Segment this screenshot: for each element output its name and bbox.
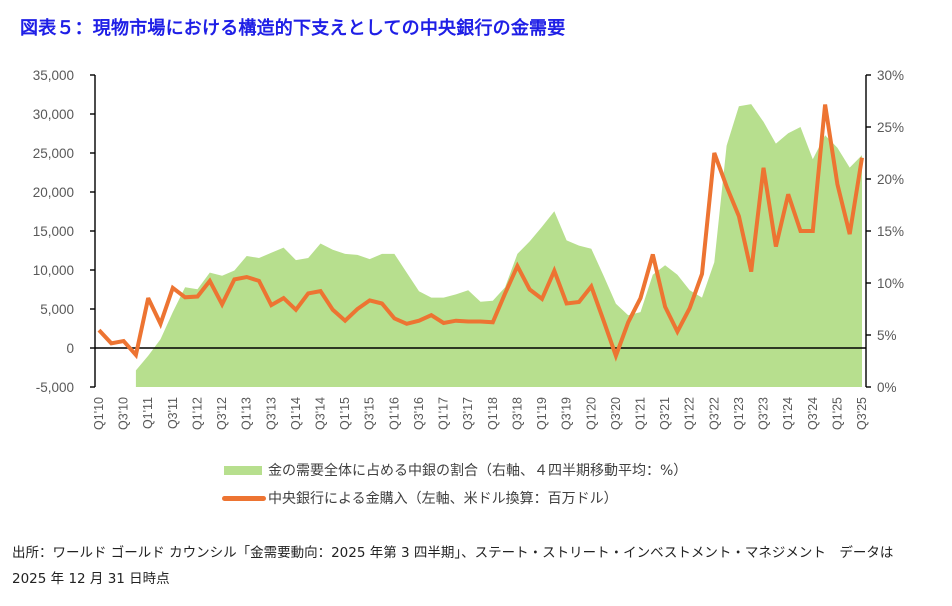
x-tick-label: Q1'10 bbox=[92, 397, 106, 430]
x-tick-label: Q3'17 bbox=[461, 397, 475, 430]
line-series-path bbox=[97, 104, 864, 362]
left-tick-label: 20,000 bbox=[33, 185, 74, 200]
x-tick-label: Q1'25 bbox=[830, 397, 844, 430]
x-tick-label: Q3'13 bbox=[264, 397, 278, 430]
area-series-fill bbox=[135, 104, 862, 387]
source-note: 出所：ワールド ゴールド カウンシル「金需要動向：2025 年第 3 四半期」、… bbox=[12, 540, 893, 592]
right-tick-label: 0% bbox=[877, 380, 897, 395]
right-tick-label: 10% bbox=[877, 276, 904, 291]
chart-title: 図表５：現物市場における構造的下支えとしての中央銀行の金需要 bbox=[20, 18, 566, 39]
left-y-axis: -5,000 0 5,000 10,000 15,000 20,000 25,000 30,0… bbox=[33, 68, 96, 395]
left-tick-label: 30,000 bbox=[33, 107, 74, 122]
left-tick-label: 35,000 bbox=[33, 68, 74, 83]
x-tick-label: Q3'23 bbox=[757, 397, 771, 430]
x-tick-label: Q3'11 bbox=[166, 397, 180, 429]
right-tick-label: 15% bbox=[877, 224, 904, 239]
x-tick-label: Q1'20 bbox=[584, 397, 598, 430]
x-tick-label: Q1'15 bbox=[338, 397, 352, 430]
legend-swatch-line bbox=[222, 495, 266, 501]
left-tick-label: 15,000 bbox=[33, 224, 74, 239]
x-tick-label: Q3'22 bbox=[707, 397, 721, 430]
x-tick-label: Q3'15 bbox=[363, 397, 377, 430]
x-tick-label: Q1'16 bbox=[387, 397, 401, 430]
right-tick-label: 30% bbox=[877, 68, 904, 83]
x-tick-label: Q1'11 bbox=[141, 397, 155, 429]
left-tick-label: 5,000 bbox=[40, 302, 74, 317]
right-tick-label: 25% bbox=[877, 120, 904, 135]
x-tick-label: Q3'21 bbox=[658, 397, 672, 430]
x-tick-label: Q1'12 bbox=[190, 397, 204, 430]
x-tick-label: Q3'14 bbox=[314, 397, 328, 430]
x-tick-label: Q3'24 bbox=[806, 397, 820, 430]
left-tick-label: 10,000 bbox=[33, 263, 74, 278]
area-series-layer bbox=[135, 104, 862, 387]
source-line-2: 2025 年 12 月 31 日時点 bbox=[12, 571, 170, 587]
legend: 金の需要全体に占める中銀の割合（右軸、４四半期移動平均：%） 中央銀行による金購… bbox=[222, 456, 687, 512]
source-line-1: 出所：ワールド ゴールド カウンシル「金需要動向：2025 年第 3 四半期」、… bbox=[12, 545, 894, 561]
right-tick-label: 20% bbox=[877, 172, 904, 187]
legend-label-area: 金の需要全体に占める中銀の割合（右軸、４四半期移動平均：%） bbox=[268, 463, 688, 479]
legend-item-area: 金の需要全体に占める中銀の割合（右軸、４四半期移動平均：%） bbox=[222, 456, 687, 484]
x-tick-label: Q3'10 bbox=[117, 397, 131, 430]
x-tick-label: Q3'16 bbox=[412, 397, 426, 430]
x-axis: Q1'10 Q3'10 Q1'11 Q3'11 Q1'12 Q3'12 Q1'13 Q3'13… bbox=[92, 397, 869, 430]
x-tick-label: Q1'19 bbox=[535, 397, 549, 430]
x-tick-label: Q1'18 bbox=[486, 397, 500, 430]
x-tick-label: Q1'14 bbox=[289, 397, 303, 430]
line-series-layer bbox=[97, 104, 864, 362]
x-tick-label: Q1'23 bbox=[732, 397, 746, 430]
x-tick-label: Q3'18 bbox=[510, 397, 524, 430]
x-tick-label: Q3'25 bbox=[855, 397, 869, 430]
legend-swatch-area bbox=[224, 465, 262, 475]
x-tick-label: Q1'22 bbox=[683, 397, 697, 430]
left-tick-label: 25,000 bbox=[33, 146, 74, 161]
x-tick-label: Q1'17 bbox=[437, 397, 451, 430]
x-tick-label: Q1'24 bbox=[781, 397, 795, 430]
legend-item-line: 中央銀行による金購入（左軸、米ドル換算：百万ドル） bbox=[222, 484, 687, 512]
right-y-axis: 0% 5% 10% 15% 20% 25% 30% bbox=[865, 68, 904, 395]
right-tick-label: 5% bbox=[877, 328, 897, 343]
left-tick-label: -5,000 bbox=[36, 380, 74, 395]
left-tick-label: 0 bbox=[66, 341, 74, 356]
x-tick-label: Q3'12 bbox=[215, 397, 229, 430]
x-tick-label: Q3'20 bbox=[609, 397, 623, 430]
x-tick-label: Q1'21 bbox=[633, 397, 647, 430]
legend-label-line: 中央銀行による金購入（左軸、米ドル換算：百万ドル） bbox=[268, 491, 618, 507]
x-tick-label: Q3'19 bbox=[560, 397, 574, 430]
x-tick-label: Q1'13 bbox=[240, 397, 254, 430]
